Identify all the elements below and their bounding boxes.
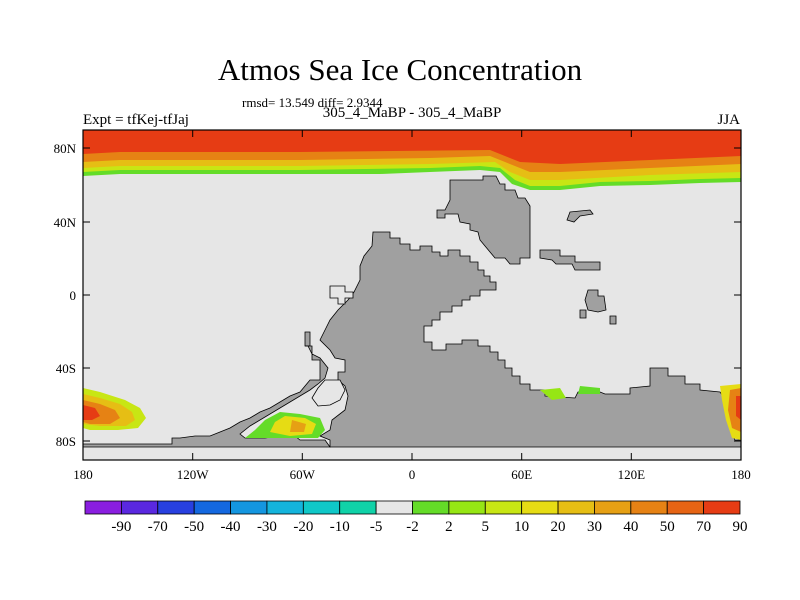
colorbar-swatch [666,500,705,515]
colorbar-swatch [193,500,231,515]
colorbar-label: 50 [660,519,675,535]
colorbar-swatch [230,500,268,515]
colorbar-label: -70 [148,519,168,535]
colorbar-swatch [557,500,595,515]
colorbar-label: 5 [482,519,490,535]
colorbar-swatch [594,500,632,515]
arctic-ice-band [83,130,741,190]
colorbar-label: -50 [184,519,204,535]
colorbar-label: 10 [514,519,529,535]
colorbar-swatch [375,500,413,515]
colorbar-swatch [339,500,377,515]
colorbar-swatch [157,500,195,515]
lon-label-180w: 180 [73,467,93,482]
colorbar-label: -2 [406,519,419,535]
colorbar-label: 2 [445,519,453,535]
colorbar-label: -20 [293,519,313,535]
colorbar-swatch [484,500,523,515]
colorbar-swatch [412,500,450,515]
map-title: Atmos Sea Ice Concentration [217,52,583,87]
colorbar-label: 30 [587,519,602,535]
colorbar-label: -30 [257,519,277,535]
land-masses [82,175,742,448]
lat-label-40n: 40N [54,215,77,230]
experiment-subtitle: 305_4_MaBP - 305_4_MaBP [322,105,502,121]
lon-label-60e: 60E [511,467,532,482]
antarctic-ice-patches [83,384,741,440]
colorbar: -90 -70 -50 -40 -30 -20 -10 -5 -2 2 5 10 20 30 40 50 70 9… [84,500,748,535]
lon-label-0: 0 [409,467,416,482]
lon-label-120w: 120W [177,467,210,482]
colorbar-swatch [630,500,668,515]
colorbar-label: -5 [370,519,383,535]
colorbar-swatch [302,500,341,515]
colorbar-swatch [84,500,122,515]
colorbar-swatch [120,500,159,515]
colorbar-label: -10 [330,519,350,535]
colorbar-swatch [266,500,304,515]
lat-ticks [83,147,741,442]
rmsd-diff-stats: rmsd= 13.549 diff= 2.9344 [242,95,383,110]
experiment-label: Expt = tfKej-tfJaj [83,112,189,128]
colorbar-swatch [448,500,486,515]
lat-label-80n: 80N [54,141,77,156]
lat-label-0: 0 [70,288,77,303]
lon-label-120e: 120E [618,467,646,482]
lat-label-80s: 80S [56,434,76,449]
season-label: JJA [717,112,740,128]
colorbar-swatch [703,500,741,515]
colorbar-swatch [521,500,559,515]
colorbar-label: 40 [623,519,638,535]
colorbar-label: 20 [551,519,566,535]
colorbar-label: -40 [221,519,241,535]
lon-label-180e: 180 [731,467,751,482]
lon-label-60w: 60W [290,467,316,482]
colorbar-label: 90 [733,519,748,535]
colorbar-label: -90 [111,519,131,535]
colorbar-label: 70 [696,519,711,535]
lat-label-40s: 40S [56,361,76,376]
lon-ticks [192,130,632,460]
